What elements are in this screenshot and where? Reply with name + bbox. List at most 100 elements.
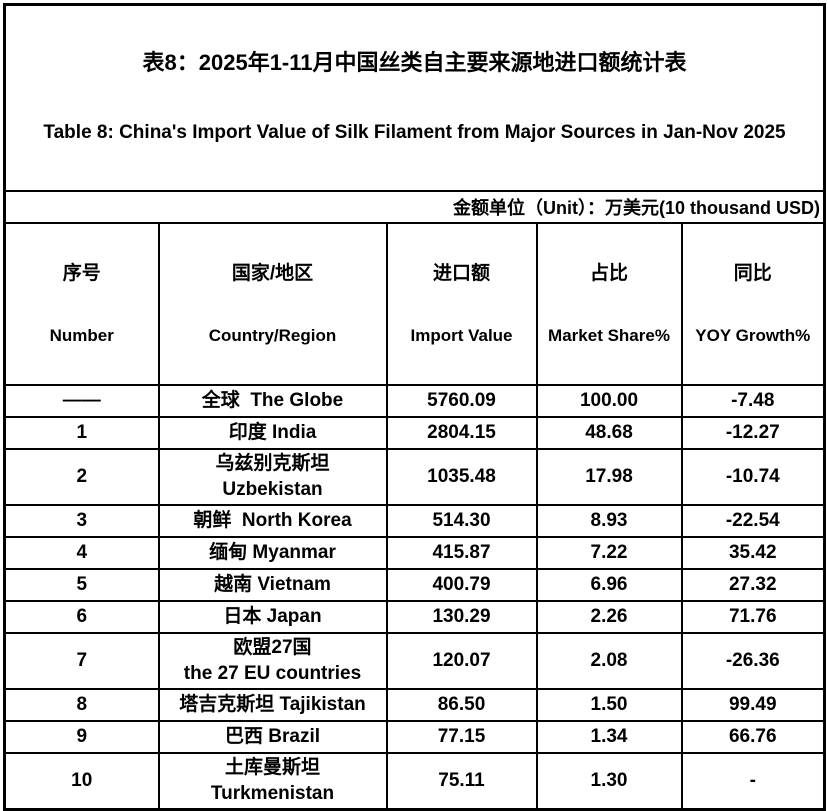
- country-line1: 全球 The Globe: [201, 390, 344, 411]
- unit-note: 金额单位（Unit）：万美元(10 thousand USD): [3, 190, 826, 224]
- cell-import-value: 5760.09: [385, 384, 538, 418]
- cell-yoy-growth: -: [680, 752, 826, 810]
- cell-number: 5: [3, 568, 160, 602]
- table-header-row: 序号 Number 国家/地区 Country/Region 进口额 Impor…: [3, 222, 826, 386]
- table-title-en: Table 8: China's Import Value of Silk Fi…: [43, 122, 786, 143]
- cell-number: ——: [3, 384, 160, 418]
- cell-country: 土库曼斯坦 Turkmenistan: [157, 752, 388, 810]
- cell-number: 1: [3, 416, 160, 450]
- cell-yoy-growth: 27.32: [680, 568, 826, 602]
- cell-country: 欧盟27国 the 27 EU countries: [157, 632, 388, 690]
- cell-number: 9: [3, 720, 160, 754]
- country-line1: 欧盟27国: [233, 637, 312, 658]
- col-header-number-en: Number: [49, 326, 114, 345]
- cell-number: 7: [3, 632, 160, 690]
- table-row: 9 巴西 Brazil 77.15 1.34 66.76: [3, 720, 826, 754]
- cell-country: 越南 Vietnam: [157, 568, 388, 602]
- cell-number: 4: [3, 536, 160, 570]
- cell-import-value: 75.11: [385, 752, 538, 810]
- col-header-import-value-zh: 进口额: [432, 263, 490, 284]
- cell-yoy-growth: 71.76: [680, 600, 826, 634]
- cell-market-share: 2.26: [535, 600, 683, 634]
- cell-country: 缅甸 Myanmar: [157, 536, 388, 570]
- country-line2: Uzbekistan: [222, 479, 323, 500]
- cell-import-value: 2804.15: [385, 416, 538, 450]
- cell-yoy-growth: -12.27: [680, 416, 826, 450]
- cell-market-share: 1.30: [535, 752, 683, 810]
- cell-import-value: 130.29: [385, 600, 538, 634]
- cell-import-value: 77.15: [385, 720, 538, 754]
- cell-country: 朝鲜 North Korea: [157, 504, 388, 538]
- cell-import-value: 400.79: [385, 568, 538, 602]
- table-row: —— 全球 The Globe 5760.09 100.00 -7.48: [3, 384, 826, 418]
- import-stats-table: 表8：2025年1-11月中国丝类自主要来源地进口额统计表 Table 8: C…: [3, 3, 827, 811]
- cell-country: 塔吉克斯坦 Tajikistan: [157, 688, 388, 722]
- cell-number: 10: [3, 752, 160, 810]
- country-line1: 土库曼斯坦: [224, 756, 320, 778]
- cell-market-share: 17.98: [535, 448, 683, 506]
- country-line1: 日本 Japan: [223, 606, 322, 627]
- country-line1: 印度 India: [228, 422, 317, 443]
- cell-market-share: 1.50: [535, 688, 683, 722]
- cell-market-share: 6.96: [535, 568, 683, 602]
- country-line2: Turkmenistan: [210, 782, 335, 804]
- col-header-number: 序号 Number: [3, 222, 160, 386]
- cell-country: 巴西 Brazil: [157, 720, 388, 754]
- col-header-market-share-zh: 占比: [589, 263, 628, 284]
- cell-yoy-growth: -10.74: [680, 448, 826, 506]
- cell-yoy-growth: -22.54: [680, 504, 826, 538]
- cell-country: 印度 India: [157, 416, 388, 450]
- col-header-yoy-growth-en: YOY Growth%: [695, 326, 811, 345]
- cell-import-value: 1035.48: [385, 448, 538, 506]
- cell-market-share: 100.00: [535, 384, 683, 418]
- cell-yoy-growth: 99.49: [680, 688, 826, 722]
- table-row: 2 乌兹别克斯坦 Uzbekistan 1035.48 17.98 -10.74: [3, 448, 826, 506]
- country-line2: the 27 EU countries: [183, 663, 362, 684]
- cell-number: 2: [3, 448, 160, 506]
- col-header-number-zh: 序号: [62, 263, 101, 284]
- col-header-market-share: 占比 Market Share%: [535, 222, 683, 386]
- table-row: 3 朝鲜 North Korea 514.30 8.93 -22.54: [3, 504, 826, 538]
- cell-import-value: 514.30: [385, 504, 538, 538]
- cell-market-share: 2.08: [535, 632, 683, 690]
- col-header-country: 国家/地区 Country/Region: [157, 222, 388, 386]
- table-row: 8 塔吉克斯坦 Tajikistan 86.50 1.50 99.49: [3, 688, 826, 722]
- cell-number: 6: [3, 600, 160, 634]
- country-line1: 朝鲜 North Korea: [193, 510, 352, 531]
- table-title-row: 表8：2025年1-11月中国丝类自主要来源地进口额统计表 Table 8: C…: [3, 3, 826, 192]
- country-line1: 巴西 Brazil: [224, 726, 321, 747]
- cell-yoy-growth: -26.36: [680, 632, 826, 690]
- col-header-country-en: Country/Region: [208, 326, 337, 345]
- table-row: 6 日本 Japan 130.29 2.26 71.76: [3, 600, 826, 634]
- unit-note-row: 金额单位（Unit）：万美元(10 thousand USD): [3, 190, 826, 224]
- cell-market-share: 48.68: [535, 416, 683, 450]
- cell-market-share: 7.22: [535, 536, 683, 570]
- col-header-import-value: 进口额 Import Value: [385, 222, 538, 386]
- cell-country: 乌兹别克斯坦 Uzbekistan: [157, 448, 388, 506]
- cell-number: 3: [3, 504, 160, 538]
- col-header-market-share-en: Market Share%: [548, 326, 670, 345]
- cell-import-value: 86.50: [385, 688, 538, 722]
- cell-country: 全球 The Globe: [157, 384, 388, 418]
- col-header-yoy-growth: 同比 YOY Growth%: [680, 222, 826, 386]
- table-title-zh: 表8：2025年1-11月中国丝类自主要来源地进口额统计表: [142, 50, 687, 75]
- table-row: 1 印度 India 2804.15 48.68 -12.27: [3, 416, 826, 450]
- cell-import-value: 120.07: [385, 632, 538, 690]
- col-header-country-zh: 国家/地区: [231, 263, 314, 284]
- table-title-cell: 表8：2025年1-11月中国丝类自主要来源地进口额统计表 Table 8: C…: [3, 3, 826, 192]
- country-line1: 塔吉克斯坦 Tajikistan: [179, 694, 366, 715]
- table-row: 10 土库曼斯坦 Turkmenistan 75.11 1.30 -: [3, 752, 826, 810]
- table-row: 4 缅甸 Myanmar 415.87 7.22 35.42: [3, 536, 826, 570]
- cell-yoy-growth: 35.42: [680, 536, 826, 570]
- col-header-import-value-en: Import Value: [410, 326, 513, 345]
- col-header-yoy-growth-zh: 同比: [733, 263, 772, 284]
- country-line1: 越南 Vietnam: [214, 574, 331, 595]
- country-line1: 乌兹别克斯坦: [215, 453, 330, 474]
- cell-yoy-growth: -7.48: [680, 384, 826, 418]
- country-line1: 缅甸 Myanmar: [209, 542, 336, 563]
- table-row: 5 越南 Vietnam 400.79 6.96 27.32: [3, 568, 826, 602]
- cell-number: 8: [3, 688, 160, 722]
- cell-country: 日本 Japan: [157, 600, 388, 634]
- cell-market-share: 1.34: [535, 720, 683, 754]
- cell-yoy-growth: 66.76: [680, 720, 826, 754]
